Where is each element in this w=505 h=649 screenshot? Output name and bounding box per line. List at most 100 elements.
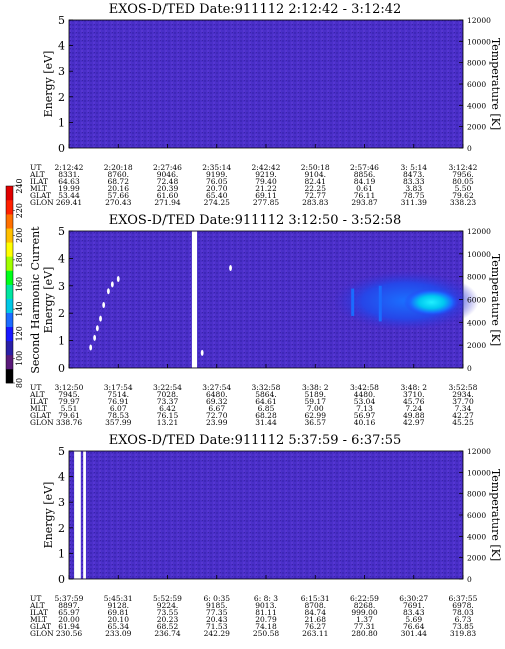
y2-tick-label: 0 xyxy=(467,575,472,584)
table-cell: 233.09 xyxy=(105,629,131,638)
panel-3-title: EXOS-D/TED Date:911112 5:37:59 - 6:37:55 xyxy=(109,433,402,448)
table-cell: 78.75 xyxy=(403,191,425,200)
table-cell: 7.34 xyxy=(455,404,472,413)
table-cell: 83.33 xyxy=(403,177,425,186)
table-cell: 69.11 xyxy=(255,191,276,200)
data-point xyxy=(107,288,110,295)
table-cell: 45.76 xyxy=(403,397,425,406)
table-cell: 57.66 xyxy=(108,191,130,200)
table-cell: 3: 5:14 xyxy=(400,163,427,172)
table-cell: 6.42 xyxy=(159,404,176,413)
table-row-label: MLT xyxy=(30,615,47,624)
table-cell: 338.23 xyxy=(450,198,476,207)
table-cell: 5:52:59 xyxy=(153,594,182,603)
y2-tick-label: 12000 xyxy=(467,447,491,456)
table-cell: 2:50:18 xyxy=(301,163,330,172)
table-cell: 5:37:59 xyxy=(55,594,84,603)
data-gap xyxy=(191,231,198,368)
table-cell: 999.00 xyxy=(351,608,377,617)
table-cell: 7691. xyxy=(403,601,424,610)
y2-tick-label: 10000 xyxy=(467,250,491,259)
table-cell: 42.97 xyxy=(403,418,425,427)
y-tick-label: 2 xyxy=(58,522,65,535)
y2-tick-label: 8000 xyxy=(467,273,486,282)
panel-1-title: EXOS-D/TED Date:911112 2:12:42 - 3:12:42 xyxy=(109,2,402,17)
y-tick-label: 5 xyxy=(58,14,65,27)
table-cell: 5.50 xyxy=(455,184,472,193)
panel-2: EXOS-D/TED Date:911112 3:12:50 - 3:52:58… xyxy=(29,213,502,427)
panel-1-plot-area xyxy=(68,19,464,149)
table-cell: 9224. xyxy=(157,601,178,610)
table-cell: 20.79 xyxy=(255,615,277,624)
colorbar-block xyxy=(6,312,13,328)
table-cell: 277.85 xyxy=(253,198,279,207)
table-cell: 9046. xyxy=(157,170,178,179)
table-cell: 3:17:54 xyxy=(104,383,133,392)
y2-tick-label: 2000 xyxy=(467,554,486,563)
colorbar-block xyxy=(6,284,13,299)
y2-tick-label: 12000 xyxy=(467,16,491,25)
panel-2-ylabel2: Temperature [K] xyxy=(489,254,502,346)
colorbar-tick-label: 100 xyxy=(15,351,24,366)
panel-3: EXOS-D/TED Date:911112 5:37:59 - 6:37:55… xyxy=(29,433,502,638)
table-cell: 3.83 xyxy=(405,184,422,193)
table-cell: 301.44 xyxy=(401,629,427,638)
table-cell: 2:57:46 xyxy=(350,163,379,172)
table-cell: 68.72 xyxy=(108,177,130,186)
table-cell: 283.83 xyxy=(302,198,328,207)
y2-tick-label: 8000 xyxy=(467,490,486,499)
y-tick-label: 5 xyxy=(58,225,65,238)
table-cell: 71.53 xyxy=(206,622,228,631)
table-cell: 2934. xyxy=(452,390,473,399)
table-cell: 319.83 xyxy=(450,629,476,638)
table-cell: 8708. xyxy=(305,601,326,610)
colorbar: 80 100 120 140 160 180 200 220 240 Second Harmon… xyxy=(5,178,42,388)
y-tick-label: 3 xyxy=(58,65,65,78)
table-cell: 3:42:58 xyxy=(350,383,379,392)
y2-tick-label: 6000 xyxy=(467,296,486,305)
data-point xyxy=(116,275,120,282)
table-cell: 357.99 xyxy=(105,418,131,427)
table-cell: 3710. xyxy=(403,390,424,399)
table-cell: 9104. xyxy=(305,170,326,179)
table-cell: 72.48 xyxy=(157,177,179,186)
table-row-label: ALT xyxy=(29,390,45,399)
table-cell: 6: 0:35 xyxy=(203,594,230,603)
table-cell: 6.85 xyxy=(258,404,275,413)
table-cell: 80.05 xyxy=(452,177,474,186)
table-cell: 293.87 xyxy=(351,198,377,207)
y2-tick-label: 10000 xyxy=(467,468,491,477)
table-cell: 76.27 xyxy=(305,622,327,631)
colorbar-block xyxy=(6,354,13,370)
table-cell: 68.52 xyxy=(157,622,179,631)
table-row-label: MLT xyxy=(30,404,47,413)
colorbar-label: Second Harmonic Current xyxy=(29,226,42,374)
panel-1: EXOS-D/TED Date:911112 2:12:42 - 3:12:42… xyxy=(29,2,502,207)
y2-tick-label: 12000 xyxy=(467,227,491,236)
table-cell: 9128. xyxy=(108,601,129,610)
table-cell: 61.94 xyxy=(58,622,80,631)
table-cell: 79.40 xyxy=(255,177,277,186)
table-row-label: ILAT xyxy=(30,177,48,186)
table-cell: 338.76 xyxy=(56,418,82,427)
table-cell: 263.11 xyxy=(302,629,328,638)
table-cell: 5.51 xyxy=(61,404,78,413)
table-cell: 6.07 xyxy=(110,404,127,413)
y-tick-label: 4 xyxy=(58,471,65,484)
table-cell: 9185. xyxy=(206,601,227,610)
table-cell: 78.53 xyxy=(108,411,130,420)
panel-3-ylabel2: Temperature [K] xyxy=(489,469,502,561)
table-cell: 7945. xyxy=(58,390,79,399)
table-cell: 73.85 xyxy=(452,622,474,631)
colorbar-tick-label: 240 xyxy=(15,178,24,193)
table-row-label: GLAT xyxy=(30,411,51,420)
data-point xyxy=(229,264,232,271)
table-row-label: ILAT xyxy=(30,397,48,406)
table-cell: 40.16 xyxy=(354,418,376,427)
table-cell: 3:38: 2 xyxy=(302,383,329,392)
table-cell: 3:52:58 xyxy=(449,383,478,392)
colorbar-block xyxy=(6,242,13,257)
table-cell: 45.25 xyxy=(452,418,474,427)
table-cell: 79.97 xyxy=(58,397,80,406)
data-point xyxy=(93,334,97,341)
